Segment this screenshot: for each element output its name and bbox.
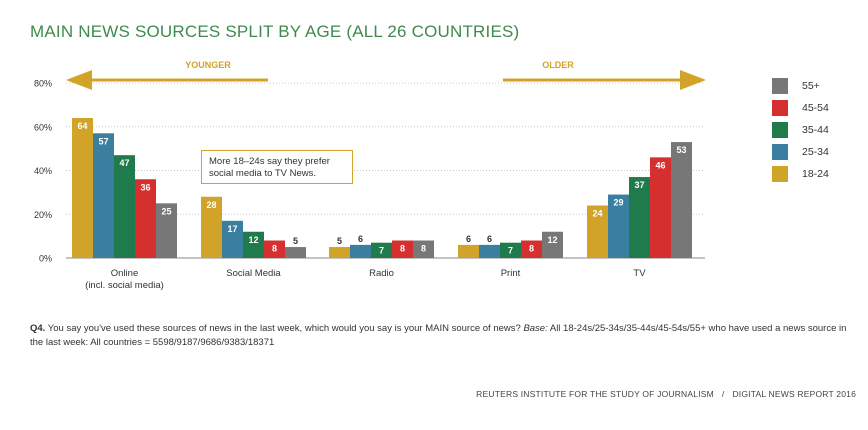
bar-value-label: 8 (272, 244, 277, 254)
bar-value-label: 8 (529, 244, 534, 254)
legend-item-45-54: 45-54 (772, 100, 862, 122)
legend-swatch (772, 166, 788, 182)
bar-value-label: 28 (206, 200, 216, 210)
bar-value-label: 7 (508, 246, 513, 256)
y-tick-label: 80% (34, 79, 52, 89)
bar-35-44 (243, 231, 264, 258)
bar-35-44 (371, 242, 392, 258)
bar-value-label: 17 (227, 224, 237, 234)
bar-18-24 (201, 196, 222, 258)
callout-box: More 18–24s say they prefer social media… (201, 150, 353, 184)
bar-value-label: 6 (466, 234, 471, 244)
bar-35-44 (500, 242, 521, 258)
footer-separator: / (721, 389, 725, 399)
bar-value-label: 37 (634, 180, 644, 190)
legend-swatch (772, 100, 788, 116)
bar-55+ (285, 247, 306, 258)
y-tick-label: 60% (34, 122, 52, 132)
legend: 55+ 45-54 35-44 25-34 18-24 (772, 78, 862, 188)
question-base-text: All 18-24s/25-34s/35-44s/45-54s/55+ who … (30, 323, 847, 348)
question-note: Q4. You say you've used these sources of… (30, 322, 860, 350)
legend-item-35-44: 35-44 (772, 122, 862, 144)
younger-arrow-head (66, 70, 92, 90)
bar-45-54 (264, 240, 285, 258)
bar-value-label: 5 (337, 236, 342, 246)
category-labels: Online(incl. social media) Social Media Ra… (85, 268, 646, 291)
bar-value-label: 7 (379, 246, 384, 256)
category-label: Radio (369, 268, 394, 279)
legend-label: 45-54 (802, 102, 829, 114)
bar-45-54 (650, 157, 671, 258)
bar-18-24 (329, 247, 350, 258)
bar-45-54 (135, 179, 156, 258)
question-text: You say you've used these sources of new… (47, 323, 521, 334)
bars: 64 57 47 36 25 28 17 12 8 5 5 6 7 8 8 6 6 7 8 12 24 29 37 46 53 (72, 118, 692, 258)
category-label: (incl. social media) (85, 280, 164, 291)
legend-label: 18-24 (802, 168, 829, 180)
y-tick-label: 20% (34, 210, 52, 220)
legend-label: 55+ (802, 80, 820, 92)
y-tick-label: 0% (39, 254, 52, 264)
bar-value-label: 46 (655, 160, 665, 170)
legend-item-55+: 55+ (772, 78, 862, 100)
bar-25-34 (350, 244, 371, 258)
bar-25-34 (93, 133, 114, 258)
category-label: Online (111, 268, 138, 279)
age-arrows: YOUNGER OLDER (66, 60, 706, 90)
footer: REUTERS INSTITUTE FOR THE STUDY OF JOURN… (476, 389, 856, 399)
bar-value-label: 8 (400, 244, 405, 254)
bar-chart: 0%20%40%60%80% YOUNGER OLDER 64574736252… (34, 60, 706, 291)
category-label: Social Media (226, 268, 281, 279)
question-base-label: Base: (523, 323, 548, 334)
bar-25-34 (479, 244, 500, 258)
bar-value-label: 53 (676, 145, 686, 155)
bar-value-label: 12 (248, 235, 258, 245)
bar-value-label: 64 (77, 121, 87, 131)
older-label: OLDER (542, 60, 574, 70)
footer-org: REUTERS INSTITUTE FOR THE STUDY OF JOURN… (476, 389, 714, 399)
footer-report: DIGITAL NEWS REPORT 2016 (732, 389, 856, 399)
younger-label: YOUNGER (185, 60, 231, 70)
bar-value-label: 6 (487, 234, 492, 244)
legend-swatch (772, 144, 788, 160)
bar-35-44 (629, 177, 650, 258)
bar-value-label: 29 (613, 198, 623, 208)
bar-value-label: 6 (358, 234, 363, 244)
bar-value-label: 8 (421, 244, 426, 254)
bar-55+ (671, 142, 692, 258)
category-label: TV (633, 268, 646, 279)
bar-55+ (413, 240, 434, 258)
bar-value-label: 25 (161, 206, 171, 216)
legend-swatch (772, 78, 788, 94)
bar-45-54 (392, 240, 413, 258)
bar-35-44 (114, 155, 135, 258)
bar-45-54 (521, 240, 542, 258)
legend-label: 25-34 (802, 146, 829, 158)
question-prefix: Q4. (30, 323, 46, 334)
bar-18-24 (458, 244, 479, 258)
category-label: Print (501, 268, 521, 279)
older-arrow-head (680, 70, 706, 90)
bar-25-34 (608, 194, 629, 258)
y-tick-label: 40% (34, 166, 52, 176)
legend-item-18-24: 18-24 (772, 166, 862, 188)
bar-18-24 (587, 205, 608, 258)
legend-item-25-34: 25-34 (772, 144, 862, 166)
bar-value-label: 36 (140, 182, 150, 192)
bar-55+ (156, 203, 177, 258)
bar-value-label: 57 (98, 136, 108, 146)
bar-25-34 (222, 220, 243, 258)
y-axis: 0% 20% 40% 60% 80% (34, 79, 52, 264)
bar-value-label: 47 (119, 158, 129, 168)
bar-value-label: 12 (547, 235, 557, 245)
chart-title: MAIN NEWS SOURCES SPLIT BY AGE (ALL 26 C… (30, 22, 520, 41)
bar-55+ (542, 231, 563, 258)
legend-swatch (772, 122, 788, 138)
bar-value-label: 24 (592, 209, 602, 219)
legend-label: 35-44 (802, 124, 829, 136)
bar-18-24 (72, 118, 93, 258)
bar-value-label: 5 (293, 236, 298, 246)
